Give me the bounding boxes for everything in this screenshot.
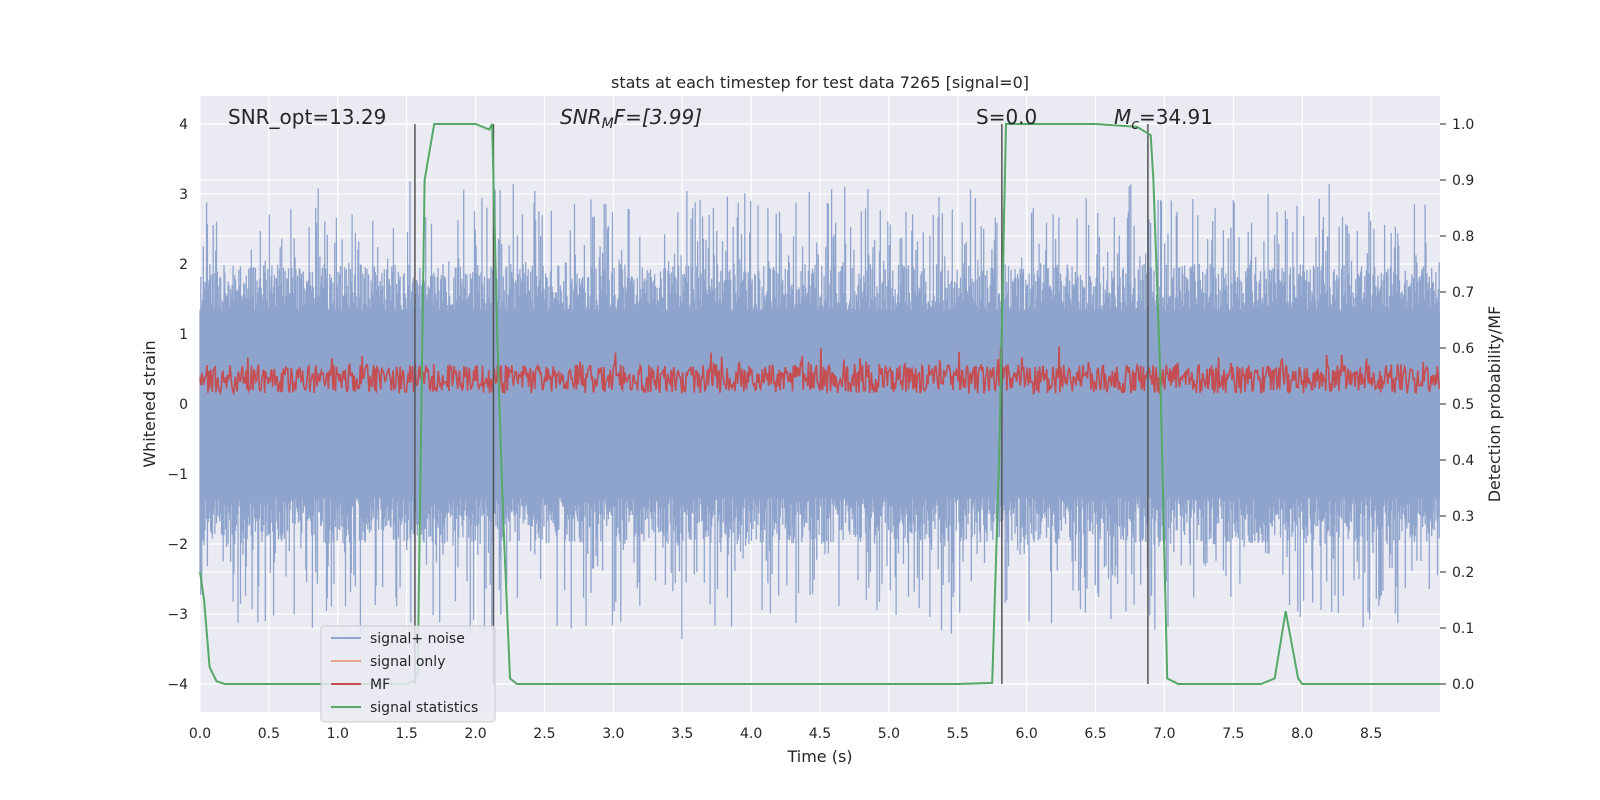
y2-tick-label: 0.3 [1452, 509, 1474, 525]
y-tick-label: 3 [179, 187, 188, 203]
annotation-snr-mf-sub: M [602, 116, 614, 132]
x-tick-label: 4.5 [809, 726, 831, 742]
x-tick-label: 6.5 [1084, 726, 1106, 742]
y-tick-label: −3 [167, 607, 188, 623]
annotation-mc-base: M [1114, 105, 1131, 129]
x-tick-label: 7.0 [1153, 726, 1175, 742]
mf-series [199, 346, 1440, 397]
x-tick-label: 8.5 [1360, 726, 1382, 742]
y2-tick-label: 0.8 [1452, 229, 1474, 245]
annotation-mc-rest: =34.91 [1139, 105, 1213, 129]
y-tick-label: −1 [167, 467, 188, 483]
y2-tick-label: 0.7 [1452, 285, 1474, 301]
x-tick-label: 1.5 [396, 726, 418, 742]
legend-label-signal-statistics: signal statistics [370, 700, 478, 716]
y2-tick-label: 0.2 [1452, 565, 1474, 581]
annotation-snr-opt: SNR_opt=13.29 [228, 105, 386, 129]
y2-tick-label: 0.0 [1452, 677, 1474, 693]
y-axis-label: Whitened strain [140, 340, 159, 467]
y-tick-label: 4 [179, 117, 188, 133]
y2-ticks: 1.0 0.9 0.8 0.7 0.6 0.5 0.4 0.3 0.2 0.1 0.0 [1440, 117, 1474, 693]
y-tick-label: −2 [167, 537, 188, 553]
legend-label-signal-noise: signal+ noise [370, 631, 465, 647]
legend-box [320, 625, 496, 723]
x-tick-label: 0.5 [258, 726, 280, 742]
legend: signal+ noise signal only MF signal stat… [320, 625, 496, 723]
x-tick-label: 5.5 [947, 726, 969, 742]
annotation-snr-mf: SNRMF=[3.99] [560, 105, 702, 132]
x-tick-label: 2.5 [533, 726, 555, 742]
annotation-snr-mf-rest: F=[3.99] [614, 105, 702, 129]
x-tick-label: 2.0 [464, 726, 486, 742]
x-tick-label: 5.0 [878, 726, 900, 742]
legend-label-mf: MF [370, 677, 390, 693]
x-ticks: 0.0 0.5 1.0 1.5 2.0 2.5 3.0 3.5 4.0 4.5 5.0 5.5 6.0 6… [189, 726, 1382, 742]
x-tick-label: 3.0 [602, 726, 624, 742]
annotation-mc: Mc=34.91 [1114, 105, 1213, 133]
x-axis-label: Time (s) [786, 747, 852, 766]
x-tick-label: 4.0 [740, 726, 762, 742]
mf-line [199, 346, 1440, 397]
x-tick-label: 1.0 [327, 726, 349, 742]
y2-tick-label: 0.9 [1452, 173, 1474, 189]
legend-label-signal-only: signal only [370, 654, 445, 670]
x-tick-label: 0.0 [189, 726, 211, 742]
x-tick-label: 8.0 [1291, 726, 1313, 742]
y-tick-label: 0 [179, 397, 188, 413]
y2-tick-label: 0.1 [1452, 621, 1474, 637]
x-tick-label: 3.5 [671, 726, 693, 742]
y2-tick-label: 1.0 [1452, 117, 1474, 133]
x-tick-label: 7.5 [1222, 726, 1244, 742]
annotation-mc-sub: c [1131, 117, 1139, 133]
y-tick-label: −4 [167, 677, 188, 693]
y2-tick-label: 0.4 [1452, 453, 1474, 469]
y-tick-label: 2 [179, 257, 188, 273]
y2-tick-label: 0.6 [1452, 341, 1474, 357]
x-tick-label: 6.0 [1016, 726, 1038, 742]
y-tick-label: 1 [179, 327, 188, 343]
chart-title: stats at each timestep for test data 726… [611, 73, 1029, 92]
signal-noise-line [199, 181, 1440, 640]
signal-noise-series [199, 181, 1440, 640]
y2-axis-label: Detection probability/MF [1485, 306, 1504, 503]
y2-tick-label: 0.5 [1452, 397, 1474, 413]
annotation-snr-mf-base: SNR [560, 105, 602, 129]
annotation-s: S=0.0 [976, 105, 1037, 129]
y-ticks: 4 3 2 1 0 −1 −2 −3 −4 [167, 117, 188, 693]
